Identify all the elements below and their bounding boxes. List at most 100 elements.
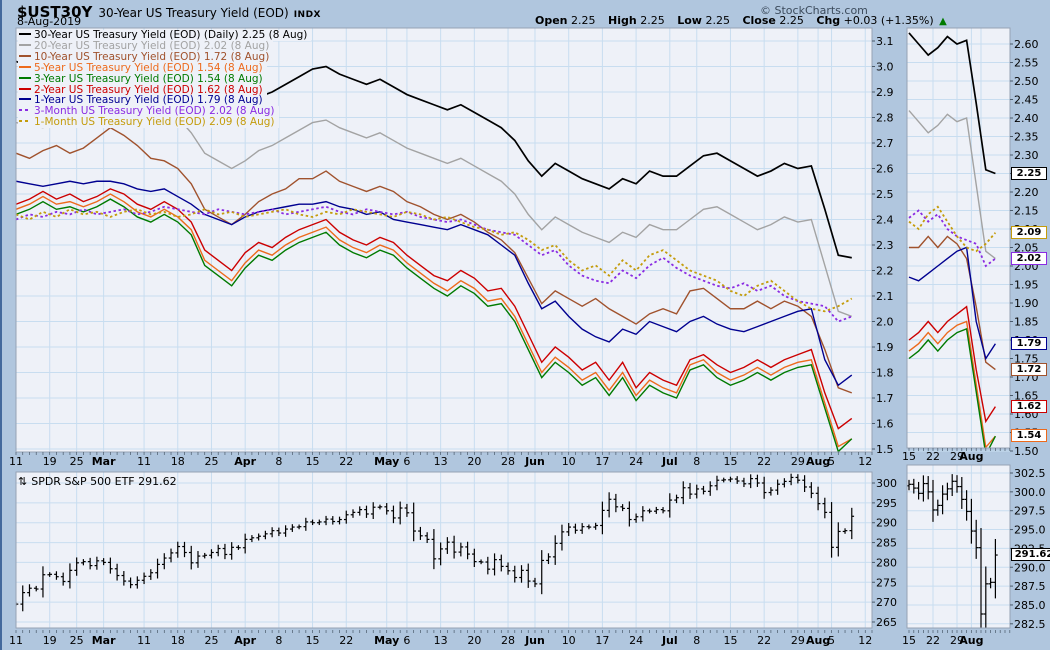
legend-item-label: 5-Year US Treasury Yield (EOD) 1.54 (8 A… [34, 61, 263, 74]
inset-x-axis-label: 15 [902, 634, 916, 647]
series-1-Month [908, 205, 997, 253]
x-axis-label: 5 [828, 455, 835, 468]
inset-x-axis-label: Aug [959, 450, 983, 463]
y-axis-label: 302.5 [1014, 467, 1046, 480]
x-axis-label: 22 [339, 634, 353, 647]
series-1-Year [16, 180, 853, 387]
plot-border [906, 464, 1011, 629]
x-axis-label: 28 [501, 634, 515, 647]
x-axis-label: 10 [562, 634, 576, 647]
y-axis-label: 2.50 [1014, 75, 1039, 88]
price-callout-1.62: 1.62 [1011, 399, 1047, 413]
x-axis-label: 8 [693, 634, 700, 647]
x-axis-label: 22 [339, 455, 353, 468]
ohlc-quote-row: Open 2.25 High 2.25 Low 2.25 Close 2.25 … [526, 14, 947, 27]
y-axis-label: 3.0 [876, 61, 894, 74]
inset-x-axis-label: 22 [926, 450, 940, 463]
legend-item-label: 3-Month US Treasury Yield (EOD) 2.02 (8 … [34, 105, 275, 118]
price-callout-2.02: 2.02 [1011, 251, 1047, 265]
legend-item-1-year: 1-Year US Treasury Yield (EOD) 1.79 (8 A… [18, 94, 267, 107]
y-axis-label: 300.0 [1014, 486, 1046, 499]
series-10-Year [909, 235, 996, 371]
low-value: 2.25 [705, 14, 730, 27]
symbol: $UST30Y [17, 3, 93, 21]
x-axis-label: 11 [9, 634, 23, 647]
price-callout-2.09: 2.09 [1011, 225, 1047, 239]
high-label: High [608, 14, 637, 27]
x-axis-label: 29 [791, 455, 805, 468]
y-axis-label: 2.35 [1014, 131, 1039, 144]
x-axis-label: 11 [9, 455, 23, 468]
y-axis-label: 2.40 [1014, 112, 1039, 125]
line-swatch-icon [19, 43, 31, 46]
main-series-group [16, 42, 853, 452]
series-3-Month [908, 209, 996, 268]
high-value: 2.25 [640, 14, 665, 27]
plot-border [15, 27, 873, 453]
legend-item-label: 2-Year US Treasury Yield (EOD) 1.62 (8 A… [34, 83, 263, 96]
inset-x-axis-label: Aug [959, 634, 983, 647]
price-callout-1.54: 1.54 [1011, 429, 1047, 443]
inset-plot-background [907, 28, 1010, 448]
x-axis-label: 20 [467, 634, 481, 647]
line-swatch-icon [19, 76, 31, 79]
y-axis-label: 290.0 [1014, 561, 1046, 574]
line-swatch-icon [19, 98, 31, 101]
y-axis-label: 1.95 [1014, 279, 1039, 292]
y-axis-label: 2.45 [1014, 94, 1039, 107]
y-axis-label: 2.15 [1014, 205, 1039, 218]
y-axis-label: 2.4 [876, 214, 894, 227]
legend-item-20-year: 20-Year US Treasury Yield (EOD) 2.02 (8 … [18, 40, 274, 52]
x-axis-label: Mar [92, 455, 116, 468]
inset-series-group [908, 32, 997, 448]
y-axis-label: 1.6 [876, 418, 894, 431]
series-10-Year [16, 126, 853, 394]
chg-label: Chg [816, 14, 841, 27]
x-axis-label: 6 [403, 634, 410, 647]
y-axis-label: 1.75 [1014, 353, 1039, 366]
y-axis-label: 2.2 [876, 265, 894, 278]
x-axis-label: 12 [858, 634, 872, 647]
x-axis-label: 22 [757, 634, 771, 647]
line-swatch-icon [19, 33, 31, 35]
close-label: Close [742, 14, 776, 27]
low-label: Low [677, 14, 702, 27]
inset-x-axis-label: 22 [926, 634, 940, 647]
x-axis-label: 25 [204, 634, 218, 647]
y-axis-label: 2.55 [1014, 57, 1039, 70]
legend-item-label: 1-Year US Treasury Yield (EOD) 1.79 (8 A… [34, 94, 263, 107]
y-axis-label: 1.65 [1014, 390, 1039, 403]
x-axis-label: 17 [595, 634, 609, 647]
legend-item-label: 10-Year US Treasury Yield (EOD) 1.72 (8 … [34, 50, 270, 63]
header-title-row: $UST30Y 30-Year US Treasury Yield (EOD) IN… [17, 2, 321, 21]
x-axis-label: 17 [595, 455, 609, 468]
x-axis-label: 8 [693, 455, 700, 468]
legend-item-5-year: 5-Year US Treasury Yield (EOD) 1.54 (8 A… [18, 61, 267, 74]
legend-item-label: 3-Year US Treasury Yield (EOD) 1.54 (8 A… [34, 72, 263, 85]
y-axis-label: 300 [876, 477, 897, 490]
y-axis-label: 275 [876, 576, 897, 589]
x-axis-label: 22 [757, 455, 771, 468]
price-callout-291.62: 291.62 [1011, 548, 1050, 562]
open-value: 2.25 [571, 14, 596, 27]
y-axis-label: 270 [876, 596, 897, 609]
exchange-label: INDX [293, 10, 321, 20]
x-axis-label: 13 [434, 634, 448, 647]
y-axis-label: 1.50 [1014, 445, 1039, 458]
series-20-Year [908, 110, 996, 260]
y-axis-label: 1.8 [876, 367, 894, 380]
dotted-line-swatch-icon [19, 109, 31, 112]
y-axis-label: 297.5 [1014, 505, 1046, 518]
x-axis-label: 29 [791, 634, 805, 647]
x-axis-label: Jul [661, 455, 678, 468]
legend-item-label: 1-Month US Treasury Yield (EOD) 2.09 (8 … [34, 116, 275, 129]
line-swatch-icon [19, 54, 31, 57]
chart-date: 8-Aug-2019 [17, 15, 82, 28]
x-axis-label: 25 [70, 634, 84, 647]
inset-x-axis-label: 29 [950, 450, 964, 463]
change-up-arrow-icon: ▲ [939, 16, 947, 27]
close-value: 2.25 [779, 14, 804, 27]
x-axis-label: 19 [43, 634, 57, 647]
y-axis-label: 1.9 [876, 341, 894, 354]
plot-border [15, 471, 873, 629]
